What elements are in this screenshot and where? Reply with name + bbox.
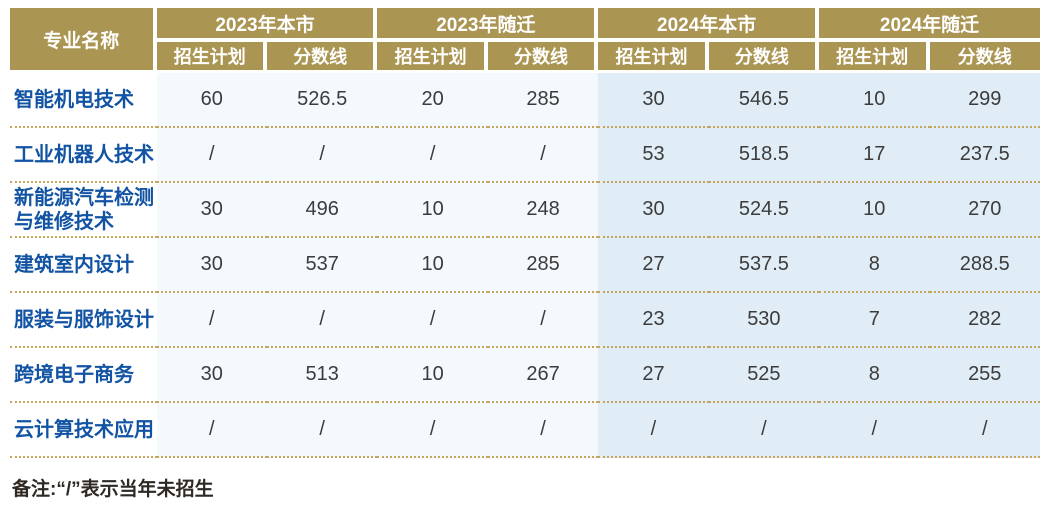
value-cell: 8: [819, 238, 930, 293]
value-cell: 17: [819, 128, 930, 183]
header-plan-2024-local: 招生计划: [598, 42, 709, 73]
header-subcol-row: 招生计划 分数线 招生计划 分数线 招生计划 分数线 招生计划 分数线: [10, 42, 1040, 73]
header-score-2023-migrant: 分数线: [487, 42, 599, 73]
value-cell: /: [708, 403, 820, 458]
table-row: 跨境电子商务 30 513 10 267 27 525 8 255: [10, 348, 1040, 403]
value-cell: /: [819, 403, 930, 458]
header-major-name: 专业名称: [10, 8, 157, 73]
admissions-score-table: 专业名称 2023年本市 2023年随迁 2024年本市 2024年随迁 招生计…: [10, 8, 1040, 458]
value-cell: /: [266, 293, 378, 348]
value-cell: 27: [598, 238, 709, 293]
value-cell: 270: [929, 183, 1040, 238]
header-score-2024-migrant: 分数线: [929, 42, 1040, 73]
value-cell: /: [266, 128, 378, 183]
value-cell: /: [156, 293, 267, 348]
value-cell: /: [487, 403, 599, 458]
header-plan-2024-migrant: 招生计划: [819, 42, 930, 73]
major-name-cell: 建筑室内设计: [10, 238, 157, 293]
table-row: 云计算技术应用 / / / / / / / /: [10, 403, 1040, 458]
value-cell: 7: [819, 293, 930, 348]
value-cell: /: [929, 403, 1040, 458]
value-cell: 525: [708, 348, 820, 403]
value-cell: 10: [377, 183, 488, 238]
value-cell: 285: [487, 73, 599, 128]
value-cell: /: [377, 293, 488, 348]
value-cell: /: [598, 403, 709, 458]
value-cell: 537: [266, 238, 378, 293]
header-group-2024-migrant: 2024年随迁: [819, 8, 1040, 42]
header-year-row: 专业名称 2023年本市 2023年随迁 2024年本市 2024年随迁: [10, 8, 1040, 73]
value-cell: 267: [487, 348, 599, 403]
value-cell: 546.5: [708, 73, 820, 128]
table-row: 智能机电技术 60 526.5 20 285 30 546.5 10 299: [10, 73, 1040, 128]
value-cell: 255: [929, 348, 1040, 403]
value-cell: 30: [156, 348, 267, 403]
header-group-2024-local: 2024年本市: [598, 8, 820, 42]
admissions-score-page: 专业名称 2023年本市 2023年随迁 2024年本市 2024年随迁 招生计…: [10, 8, 1040, 500]
value-cell: 530: [708, 293, 820, 348]
value-cell: 30: [598, 183, 709, 238]
value-cell: 285: [487, 238, 599, 293]
value-cell: /: [266, 403, 378, 458]
value-cell: 30: [598, 73, 709, 128]
value-cell: 282: [929, 293, 1040, 348]
value-cell: /: [156, 403, 267, 458]
value-cell: /: [487, 128, 599, 183]
header-score-2023-local: 分数线: [266, 42, 378, 73]
value-cell: 537.5: [708, 238, 820, 293]
value-cell: 30: [156, 238, 267, 293]
value-cell: /: [377, 403, 488, 458]
header-group-2023-migrant: 2023年随迁: [377, 8, 599, 42]
major-name-cell: 跨境电子商务: [10, 348, 157, 403]
table-row: 服装与服饰设计 / / / / 23 530 7 282: [10, 293, 1040, 348]
value-cell: 513: [266, 348, 378, 403]
value-cell: 10: [819, 73, 930, 128]
table-row: 工业机器人技术 / / / / 53 518.5 17 237.5: [10, 128, 1040, 183]
value-cell: /: [156, 128, 267, 183]
value-cell: 10: [377, 348, 488, 403]
header-plan-2023-migrant: 招生计划: [377, 42, 488, 73]
value-cell: 10: [377, 238, 488, 293]
value-cell: 30: [156, 183, 267, 238]
value-cell: 53: [598, 128, 709, 183]
value-cell: /: [487, 293, 599, 348]
value-cell: 518.5: [708, 128, 820, 183]
value-cell: 8: [819, 348, 930, 403]
major-name-cell: 工业机器人技术: [10, 128, 157, 183]
value-cell: 60: [156, 73, 267, 128]
header-score-2024-local: 分数线: [708, 42, 820, 73]
value-cell: 248: [487, 183, 599, 238]
table-row: 建筑室内设计 30 537 10 285 27 537.5 8 288.5: [10, 238, 1040, 293]
header-group-2023-local: 2023年本市: [156, 8, 378, 42]
footnote: 备注:“/”表示当年未招生: [12, 479, 214, 500]
value-cell: 23: [598, 293, 709, 348]
value-cell: 496: [266, 183, 378, 238]
value-cell: 10: [819, 183, 930, 238]
major-name-cell: 服装与服饰设计: [10, 293, 157, 348]
value-cell: 526.5: [266, 73, 378, 128]
value-cell: 20: [377, 73, 488, 128]
value-cell: 237.5: [929, 128, 1040, 183]
major-name-cell: 新能源汽车检测 与维修技术: [10, 183, 157, 238]
value-cell: 524.5: [708, 183, 820, 238]
table-row: 新能源汽车检测 与维修技术 30 496 10 248 30 524.5 10 …: [10, 183, 1040, 238]
header-plan-2023-local: 招生计划: [156, 42, 267, 73]
value-cell: 299: [929, 73, 1040, 128]
value-cell: 288.5: [929, 238, 1040, 293]
major-name-cell: 智能机电技术: [10, 73, 157, 128]
major-name-cell: 云计算技术应用: [10, 403, 157, 458]
value-cell: /: [377, 128, 488, 183]
value-cell: 27: [598, 348, 709, 403]
